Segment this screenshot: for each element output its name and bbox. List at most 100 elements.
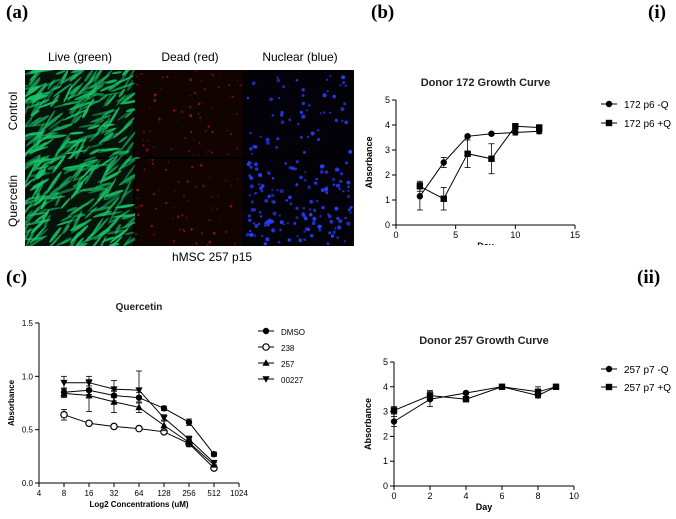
data-point <box>85 391 93 399</box>
legend-label: 257 <box>281 360 295 369</box>
micrograph-caption: hMSC 257 p15 <box>172 250 253 264</box>
data-point <box>85 419 93 428</box>
legend-label: 172 p6 +Q <box>624 119 671 130</box>
panel-label-b: (b) <box>371 2 395 23</box>
data-point <box>185 419 193 426</box>
column-label-nuclear: Nuclear (blue) <box>262 50 338 64</box>
y-tick-label: 1 <box>383 456 388 466</box>
panel-label-c: (c) <box>6 267 28 288</box>
micrograph-dead-control <box>135 70 243 157</box>
y-tick-label: 3 <box>385 145 390 155</box>
y-tick-label: 1 <box>385 195 390 205</box>
x-tick-label: 16 <box>85 489 94 498</box>
column-label-dead: Dead (red) <box>161 50 219 64</box>
data-point <box>85 379 93 387</box>
series-00227 <box>60 370 218 467</box>
y-tick-label: 4 <box>385 120 390 130</box>
data-point <box>60 379 68 387</box>
data-point <box>210 459 218 467</box>
x-axis-label: Day <box>477 241 494 245</box>
legend-marker <box>262 359 270 366</box>
data-point <box>160 405 168 412</box>
x-tick-label: 0 <box>391 491 396 501</box>
panel-label-i: (i) <box>648 2 666 23</box>
legend-marker <box>262 327 270 335</box>
x-tick-label: 4 <box>463 491 468 501</box>
x-tick-label: 8 <box>62 489 67 498</box>
row-label-quercetin: Quercetin <box>6 174 20 228</box>
data-point <box>488 130 495 137</box>
legend-entry: 257 <box>258 359 295 369</box>
data-point <box>512 129 519 136</box>
series-238 <box>60 409 218 472</box>
data-point <box>60 389 68 397</box>
data-point <box>462 396 470 403</box>
y-tick-label: 5 <box>383 357 388 367</box>
data-point <box>135 424 143 433</box>
chart-title: Donor 257 Growth Curve <box>419 335 549 347</box>
chart-donor172: Donor 172 Growth Curve 0 1 2 3 4 5 0 5 10 15 Day Abs… <box>364 77 671 245</box>
y-tick-label: 2 <box>385 170 390 180</box>
legend-entry: 00227 <box>258 376 304 385</box>
data-point <box>416 193 424 200</box>
data-point <box>534 388 542 395</box>
data-point <box>552 383 560 390</box>
panel-label-ii: (ii) <box>637 267 661 288</box>
chart-title: Donor 172 Growth Curve <box>421 77 551 89</box>
data-point <box>390 418 398 425</box>
data-point <box>110 386 118 393</box>
x-tick-label: 512 <box>207 489 221 498</box>
legend-entry: DMSO <box>258 327 305 337</box>
y-tick-label: 2 <box>383 431 388 441</box>
series-257-p7-q <box>390 383 560 427</box>
y-tick-label: 0 <box>385 220 390 230</box>
x-tick-label: 256 <box>182 489 196 498</box>
legend-entry: 257 p7 -Q <box>601 365 669 376</box>
legend-label: 172 p6 -Q <box>624 100 669 111</box>
x-tick-label: 5 <box>453 230 458 240</box>
y-tick-label: 1.0 <box>22 372 34 381</box>
data-point <box>512 123 519 130</box>
series-257-p7-q <box>390 383 560 415</box>
series-line <box>419 125 540 200</box>
y-tick-label: 1.5 <box>22 319 34 328</box>
legend-entry: 257 p7 +Q <box>601 383 671 394</box>
x-axis-label: Log2 Concentrations (uM) <box>89 500 188 509</box>
x-tick-label: 64 <box>135 489 144 498</box>
legend-marker <box>605 119 613 127</box>
legend-marker <box>605 383 613 391</box>
x-tick-label: 8 <box>535 491 540 501</box>
micrograph-grid <box>25 70 354 246</box>
data-point <box>464 150 471 157</box>
data-point <box>440 159 447 166</box>
legend-marker <box>262 376 270 383</box>
data-point <box>462 389 470 397</box>
x-tick-label: 1024 <box>230 489 248 498</box>
chart-donor257: Donor 257 Growth Curve 0 1 2 3 4 5 0 2 4 6 8 10 Day Ab… <box>363 335 671 512</box>
legend-label: 238 <box>281 344 295 353</box>
data-point <box>390 407 398 414</box>
x-tick-label: 10 <box>510 230 520 240</box>
y-tick-label: 0.0 <box>22 479 34 488</box>
micrograph-nuclear-control <box>245 70 354 157</box>
x-tick-label: 32 <box>110 489 119 498</box>
y-tick-label: 3 <box>383 407 388 417</box>
row-label-control: Control <box>6 91 20 131</box>
y-tick-label: 4 <box>383 382 388 392</box>
micrograph-live-control <box>25 70 143 164</box>
y-axis-label: Absorbance <box>363 398 373 450</box>
data-point <box>185 436 193 444</box>
column-label-live: Live (green) <box>47 50 113 64</box>
data-point <box>488 155 495 162</box>
data-point <box>464 133 471 140</box>
legend-entry: 238 <box>258 343 295 353</box>
legend-label: 257 p7 -Q <box>624 365 669 376</box>
data-point <box>498 383 506 390</box>
data-point <box>110 422 118 431</box>
series-line <box>419 130 540 197</box>
micrograph-nuclear-quercetin <box>245 159 354 246</box>
y-axis-label: Absorbance <box>7 379 16 426</box>
data-point <box>440 195 447 202</box>
micrograph-live-quercetin <box>25 153 144 246</box>
chart-quercetin: Quercetin 0.0 0.5 1.0 1.5 4 8 16 32 64 128 256 512 10… <box>7 302 305 509</box>
